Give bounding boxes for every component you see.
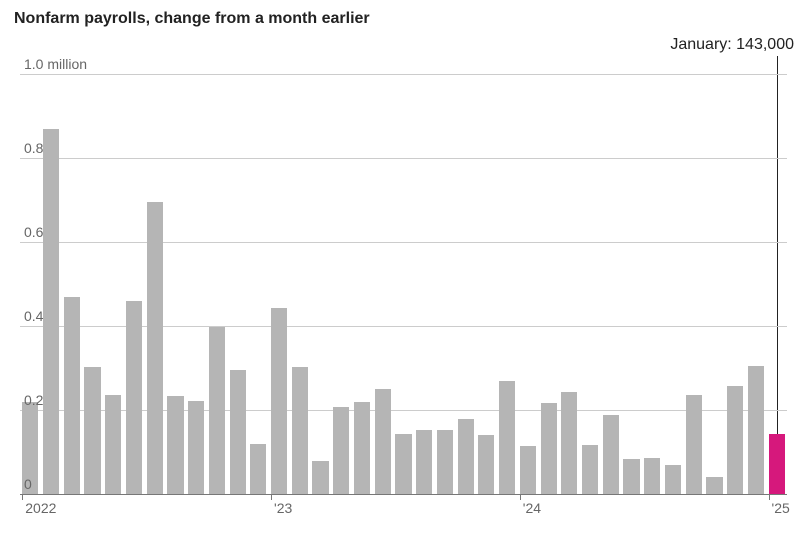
bar [437, 430, 453, 494]
bar [147, 202, 163, 494]
y-axis-label: 0.4 [24, 308, 43, 324]
bar [312, 461, 328, 494]
bar [84, 367, 100, 494]
bar [561, 392, 577, 494]
bar [706, 477, 722, 494]
bar [748, 366, 764, 494]
chart-container: Nonfarm payrolls, change from a month ea… [0, 0, 801, 555]
y-axis-label: 0.2 [24, 392, 43, 408]
bar [520, 446, 536, 494]
y-axis-label: 0.6 [24, 224, 43, 240]
x-axis-label: 2022 [25, 500, 56, 516]
bars-layer [20, 74, 787, 494]
bar [250, 444, 266, 494]
highlight-annotation: January: 143,000 [670, 36, 794, 54]
bar [209, 327, 225, 494]
bar [292, 367, 308, 494]
bar [665, 465, 681, 494]
chart-plot-area [20, 74, 787, 494]
bar [333, 407, 349, 494]
bar [499, 381, 515, 494]
x-axis-label: '23 [274, 500, 292, 516]
bar [603, 415, 619, 494]
y-axis-label: 0.8 [24, 140, 43, 156]
bar [188, 401, 204, 494]
bar [458, 419, 474, 494]
x-axis-label: '25 [772, 500, 790, 516]
bar [271, 308, 287, 494]
y-axis-label: 1.0 million [24, 56, 87, 72]
bar [416, 430, 432, 494]
x-axis-tick [520, 494, 521, 500]
bar [105, 395, 121, 494]
x-axis-label: '24 [523, 500, 541, 516]
bar [43, 129, 59, 494]
x-axis-tick [769, 494, 770, 500]
bar [230, 370, 246, 494]
y-axis-label: 0 [24, 476, 32, 492]
bar [478, 435, 494, 494]
bar [167, 396, 183, 494]
bar [395, 434, 411, 494]
bar [644, 458, 660, 494]
bar [64, 297, 80, 494]
bar [126, 301, 142, 494]
baseline [20, 494, 787, 495]
bar [686, 395, 702, 494]
bar [541, 403, 557, 494]
bar [375, 389, 391, 494]
bar [582, 445, 598, 494]
x-axis-tick [22, 494, 23, 500]
bar-highlight [769, 434, 785, 494]
bar [623, 459, 639, 494]
chart-title: Nonfarm payrolls, change from a month ea… [14, 10, 370, 28]
x-axis-tick [271, 494, 272, 500]
bar [354, 402, 370, 494]
bar [727, 386, 743, 494]
